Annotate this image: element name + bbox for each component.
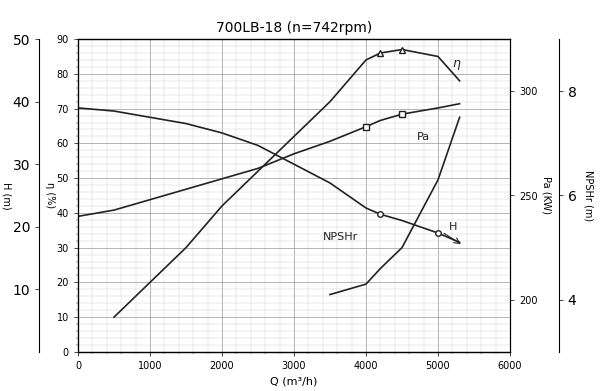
Y-axis label: H (m): H (m) (1, 182, 11, 209)
X-axis label: Q (m³/h): Q (m³/h) (271, 377, 317, 386)
Text: Pa: Pa (416, 132, 430, 142)
Text: H: H (449, 222, 457, 232)
Y-axis label: Pa (KW): Pa (KW) (542, 176, 551, 215)
Text: η: η (452, 57, 460, 70)
Y-axis label: NPSHr (m): NPSHr (m) (583, 170, 593, 221)
Y-axis label: η (%): η (%) (46, 183, 55, 208)
Text: NPSHr: NPSHr (323, 232, 358, 242)
Title: 700LB-18 (n=742rpm): 700LB-18 (n=742rpm) (216, 21, 372, 35)
